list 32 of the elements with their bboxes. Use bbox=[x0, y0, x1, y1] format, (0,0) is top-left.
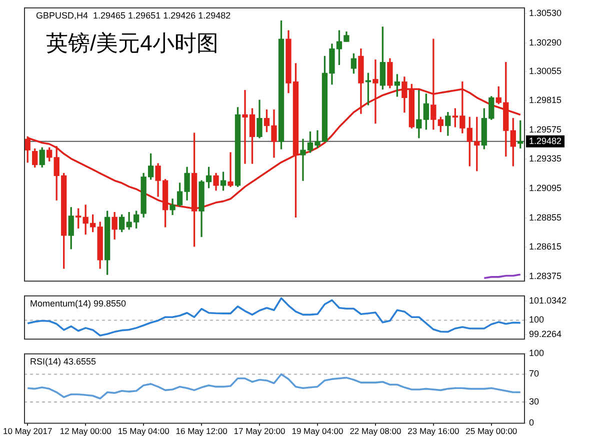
y-tick-label: 100 bbox=[529, 348, 544, 358]
y-tick-label: 100 bbox=[529, 314, 544, 325]
y-tick-label: 70 bbox=[529, 368, 540, 379]
candlestick bbox=[228, 152, 234, 188]
x-tick-label: 16 May 12:00 bbox=[176, 426, 228, 436]
y-tick-label: 1.28855 bbox=[529, 212, 562, 222]
y-tick-label: 1.30530 bbox=[529, 8, 562, 18]
ref-line-label: 1.29482 bbox=[529, 136, 562, 146]
y-tick-label: 1.28615 bbox=[529, 242, 562, 252]
chart-subtitle: GBPUSD,H4 1.29465 1.29651 1.29426 1.29482 bbox=[36, 10, 231, 20]
y-tick-label: 1.30055 bbox=[529, 66, 562, 76]
y-tick-label: 0 bbox=[529, 417, 534, 428]
x-tick-label: 17 May 20:00 bbox=[234, 426, 286, 436]
y-tick-label: 1.30290 bbox=[529, 37, 562, 48]
y-tick-label: 1.28375 bbox=[529, 270, 562, 281]
y-tick-label: 1.29815 bbox=[529, 95, 562, 106]
x-tick-label: 23 May 16:00 bbox=[408, 426, 460, 436]
y-tick-label: 101.0342 bbox=[529, 296, 567, 306]
x-tick-label: 15 May 04:00 bbox=[118, 426, 170, 436]
x-tick-label: 10 May 2017 bbox=[3, 426, 52, 436]
y-tick-label: 1.29575 bbox=[529, 124, 562, 134]
chart-title: Momentum(14) 99.8550 bbox=[30, 298, 126, 308]
text: 英镑/美元4小时图 bbox=[46, 30, 218, 56]
y-tick-label: 99.2264 bbox=[529, 328, 562, 339]
chart-title: RSI(14) 43.6555 bbox=[30, 356, 96, 366]
x-tick-label: 25 May 00:00 bbox=[466, 426, 518, 436]
x-tick-label: 12 May 00:00 bbox=[60, 426, 112, 436]
y-tick-label: 1.29095 bbox=[529, 183, 562, 193]
x-tick-label: 19 May 04:00 bbox=[292, 426, 344, 436]
x-tick-label: 22 May 08:00 bbox=[350, 426, 402, 436]
y-tick-label: 1.29335 bbox=[529, 154, 562, 164]
y-tick-label: 30 bbox=[529, 396, 540, 406]
